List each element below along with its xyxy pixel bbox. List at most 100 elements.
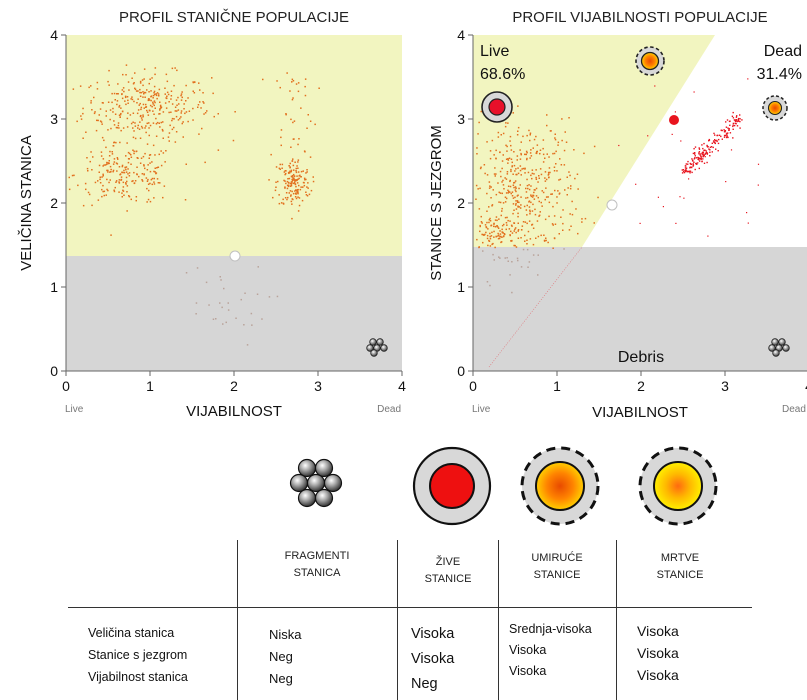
right-dead-point-707 bbox=[687, 170, 690, 173]
left-data-point-68 bbox=[202, 101, 204, 103]
right-data-point-73 bbox=[550, 193, 552, 195]
left-data-point-317 bbox=[101, 136, 104, 139]
left-data-point-470 bbox=[126, 191, 128, 193]
header-fragmenti: FRAGMENTI STANICA bbox=[247, 548, 387, 582]
right-data-point-408 bbox=[498, 218, 500, 220]
umiruce-stanice-icon bbox=[520, 446, 600, 526]
left-data-point-756 bbox=[195, 313, 197, 315]
left-data-point-244 bbox=[117, 122, 120, 124]
right-data-point-380 bbox=[524, 234, 526, 237]
right-data-point-290 bbox=[537, 181, 539, 183]
left-data-point-293 bbox=[167, 136, 170, 138]
left-data-point-361 bbox=[101, 188, 103, 191]
right-data-point-52 bbox=[545, 196, 548, 198]
left-data-point-747 bbox=[212, 318, 215, 320]
left-data-point-493 bbox=[109, 179, 111, 181]
left-data-point-597 bbox=[278, 167, 281, 170]
right-data-point-147 bbox=[528, 206, 531, 208]
left-data-point-321 bbox=[166, 91, 169, 94]
left-data-point-555 bbox=[297, 210, 300, 212]
right-data-point-55 bbox=[561, 118, 563, 120]
left-data-point-52 bbox=[120, 107, 122, 109]
right-data-point-86 bbox=[569, 187, 572, 190]
right-dead-point-534 bbox=[717, 150, 719, 152]
left-data-point-479 bbox=[158, 153, 160, 156]
left-data-point-490 bbox=[135, 199, 137, 202]
left-data-point-713 bbox=[292, 80, 295, 82]
right-live-pct: 68.6% bbox=[480, 66, 525, 83]
left-data-point-584 bbox=[295, 170, 297, 172]
right-data-point-194 bbox=[530, 194, 532, 196]
right-dead-point-682 bbox=[702, 155, 704, 157]
left-data-point-135 bbox=[160, 121, 162, 124]
right-dead-point-614 bbox=[699, 157, 701, 160]
left-data-point-505 bbox=[157, 182, 160, 184]
left-data-point-629 bbox=[278, 194, 280, 196]
left-data-point-619 bbox=[284, 180, 286, 182]
right-data-point-159 bbox=[506, 257, 508, 259]
left-data-point-364 bbox=[153, 170, 155, 173]
header-umiruce: UMIRUĆE STANICE bbox=[500, 550, 614, 584]
left-data-point-255 bbox=[82, 112, 84, 115]
left-data-point-216 bbox=[171, 119, 173, 122]
right-data-point-225 bbox=[569, 174, 571, 177]
right-data-point-508 bbox=[489, 235, 491, 238]
right-stray-point-738 bbox=[747, 78, 749, 80]
right-dead-point-619 bbox=[718, 134, 721, 136]
left-data-point-491 bbox=[107, 189, 109, 192]
left-data-point-349 bbox=[110, 168, 112, 171]
left-data-point-745 bbox=[225, 321, 227, 324]
right-data-point-155 bbox=[500, 214, 502, 217]
right-data-point-446 bbox=[521, 229, 523, 231]
left-data-point-735 bbox=[304, 78, 307, 80]
right-data-point-361 bbox=[540, 173, 543, 176]
right-dead-point-662 bbox=[724, 130, 727, 132]
right-data-point-267 bbox=[520, 141, 522, 143]
left-data-point-417 bbox=[146, 187, 148, 190]
right-data-point-116 bbox=[507, 162, 509, 164]
right-dead-point-548 bbox=[738, 120, 740, 122]
left-data-point-257 bbox=[118, 106, 120, 108]
left-data-point-127 bbox=[170, 90, 173, 92]
left-data-point-448 bbox=[99, 176, 101, 178]
right-data-point-488 bbox=[512, 203, 515, 205]
left-data-point-147 bbox=[116, 127, 118, 129]
right-dead-point-569 bbox=[715, 148, 717, 150]
right-data-point-54 bbox=[551, 193, 553, 195]
left-data-point-452 bbox=[121, 164, 124, 167]
right-data-point-358 bbox=[515, 204, 517, 206]
right-diagonal-guide bbox=[488, 246, 583, 368]
left-data-point-140 bbox=[112, 111, 114, 113]
left-data-point-320 bbox=[154, 73, 156, 76]
right-data-point-153 bbox=[552, 152, 554, 155]
header-zive-line1: ŽIVE bbox=[435, 556, 461, 568]
left-gate-debris-region bbox=[66, 256, 402, 371]
left-x-tick-label-1: 1 bbox=[146, 378, 154, 394]
left-data-point-527 bbox=[132, 180, 134, 182]
right-data-point-421 bbox=[480, 221, 483, 223]
left-data-point-574 bbox=[303, 184, 306, 187]
left-data-point-683 bbox=[305, 194, 308, 196]
left-data-point-3 bbox=[153, 104, 155, 107]
right-data-point-491 bbox=[508, 228, 511, 230]
right-y-tick-label-0: 0 bbox=[457, 363, 465, 379]
right-gate-live-region bbox=[473, 35, 715, 247]
left-data-point-4 bbox=[159, 101, 161, 103]
right-data-point-466 bbox=[501, 236, 503, 238]
left-data-point-177 bbox=[168, 111, 170, 114]
left-data-point-754 bbox=[246, 344, 249, 346]
left-live-axis-label: Live bbox=[65, 404, 84, 415]
left-data-point-517 bbox=[110, 234, 112, 236]
left-data-point-280 bbox=[132, 112, 135, 114]
right-data-point-242 bbox=[534, 208, 536, 211]
left-data-point-397 bbox=[112, 145, 115, 147]
left-data-point-585 bbox=[275, 181, 277, 183]
left-data-point-451 bbox=[85, 188, 87, 191]
right-data-point-32 bbox=[479, 167, 482, 170]
left-data-point-721 bbox=[314, 123, 316, 126]
left-data-point-170 bbox=[148, 122, 150, 124]
right-data-point-430 bbox=[506, 224, 508, 226]
left-fragment-icon bbox=[366, 338, 388, 357]
right-data-point-390 bbox=[513, 209, 515, 211]
left-data-point-191 bbox=[140, 114, 142, 117]
